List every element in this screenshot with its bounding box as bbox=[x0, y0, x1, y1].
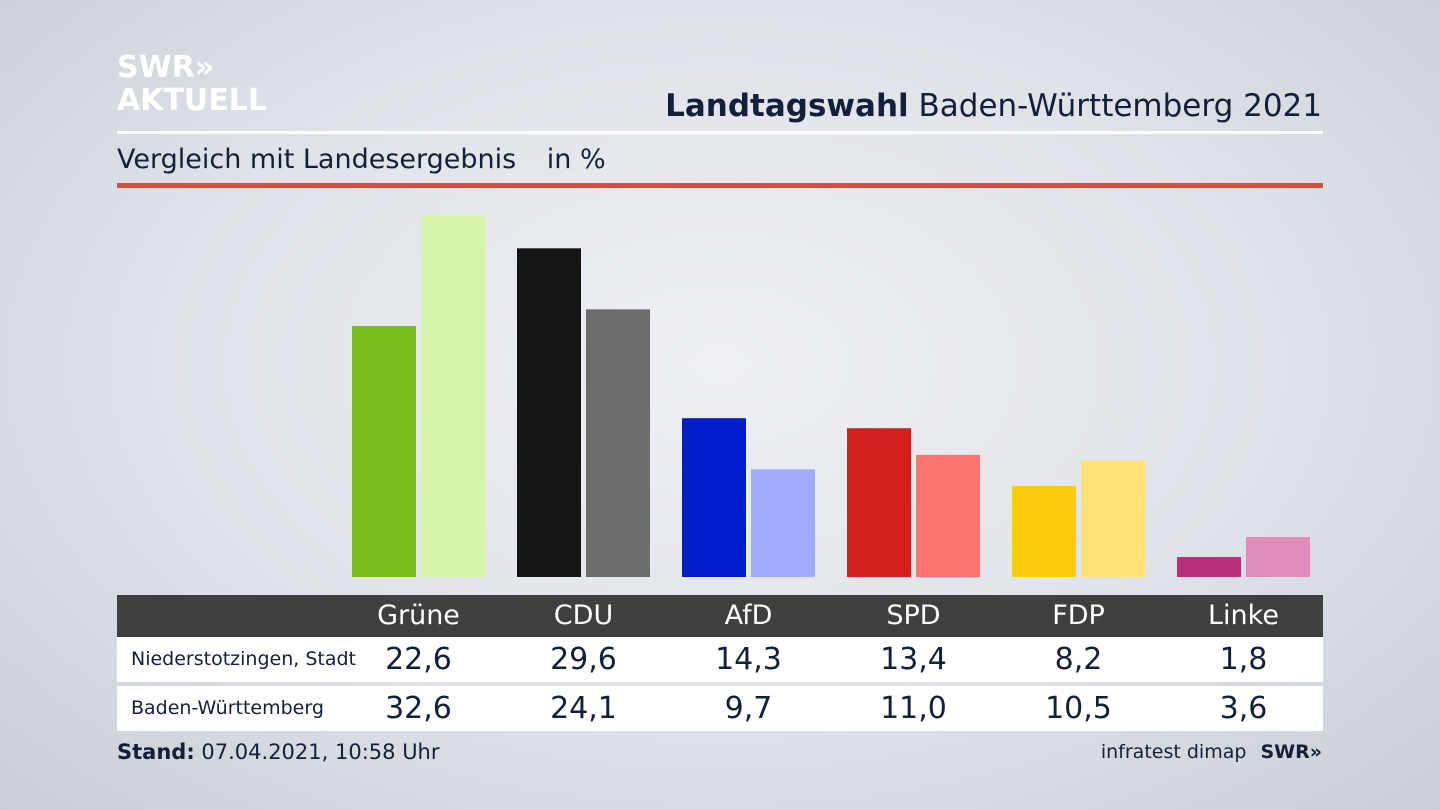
bar-afd-series2 bbox=[751, 469, 815, 577]
value-cell-spd: 13,4 bbox=[880, 642, 947, 677]
value-cell-afd: 14,3 bbox=[715, 642, 782, 677]
stand-value: 07.04.2021, 10:58 Uhr bbox=[201, 740, 440, 764]
bar-cdu-series1 bbox=[517, 248, 581, 578]
bar-linke-series1 bbox=[1177, 557, 1241, 577]
value-cell-linke: 1,8 bbox=[1219, 642, 1268, 677]
source-swr-logo: SWR» bbox=[1260, 741, 1322, 763]
column-header-cdu: CDU bbox=[553, 600, 614, 631]
title-bold: Landtagswahl bbox=[665, 88, 909, 124]
value-cell-linke: 3,6 bbox=[1219, 691, 1268, 726]
column-header-afd: AfD bbox=[724, 600, 773, 631]
swr-aktuell-logo: SWR» AKTUELL bbox=[117, 53, 267, 116]
column-header-grne: Grüne bbox=[377, 600, 460, 631]
chart-title: Landtagswahl Baden-Württemberg 2021 bbox=[665, 88, 1322, 124]
value-cell-afd: 9,7 bbox=[724, 691, 773, 726]
bar-grne-series1 bbox=[352, 326, 416, 577]
subtitle-divider bbox=[117, 183, 1323, 188]
row-label: Niederstotzingen, Stadt bbox=[131, 648, 356, 670]
logo-line1: SWR» bbox=[117, 50, 215, 85]
value-cell-fdp: 8,2 bbox=[1054, 642, 1103, 677]
value-cell-cdu: 24,1 bbox=[550, 691, 617, 726]
value-cell-grne: 22,6 bbox=[385, 642, 452, 677]
bar-spd-series2 bbox=[916, 454, 980, 577]
bar-cdu-series2 bbox=[586, 309, 650, 577]
bar-fdp-series1 bbox=[1012, 485, 1076, 577]
bar-afd-series1 bbox=[682, 418, 746, 577]
bar-fdp-series2 bbox=[1081, 460, 1145, 577]
bar-spd-series1 bbox=[847, 428, 911, 577]
logo-line2: AKTUELL bbox=[117, 83, 268, 118]
source-credit: infratest dimap SWR» bbox=[1101, 741, 1322, 763]
table-row-baden-wuerttemberg: Baden-Württemberg 32,6 24,1 9,7 11,0 10,5 3,6 bbox=[117, 686, 1323, 731]
subtitle-text: Vergleich mit Landesergebnis bbox=[117, 144, 517, 175]
column-header-linke: Linke bbox=[1208, 600, 1279, 631]
column-header-fdp: FDP bbox=[1052, 600, 1105, 631]
value-cell-fdp: 10,5 bbox=[1045, 691, 1112, 726]
results-table: Grüne CDU AfD SPD FDP Linke Niederstotzingen,… bbox=[117, 595, 1323, 731]
row-label: Baden-Württemberg bbox=[131, 697, 324, 719]
title-divider bbox=[117, 131, 1323, 134]
chart-subtitle: Vergleich mit Landesergebnis in % bbox=[117, 144, 606, 175]
bar-linke-series2 bbox=[1246, 537, 1310, 577]
column-header-spd: SPD bbox=[886, 600, 941, 631]
title-rest: Baden-Württemberg 2021 bbox=[918, 88, 1322, 124]
stand-label: Stand: bbox=[117, 740, 195, 764]
value-cell-cdu: 29,6 bbox=[550, 642, 617, 677]
bar-grne-series2 bbox=[421, 215, 485, 577]
table-header-row: Grüne CDU AfD SPD FDP Linke bbox=[117, 595, 1323, 637]
value-cell-grne: 32,6 bbox=[385, 691, 452, 726]
subtitle-unit: in % bbox=[546, 144, 606, 175]
value-cell-spd: 11,0 bbox=[880, 691, 947, 726]
timestamp: Stand: 07.04.2021, 10:58 Uhr bbox=[117, 740, 440, 764]
table-row-niederstotzingen: Niederstotzingen, Stadt 22,6 29,6 14,3 13,4… bbox=[117, 637, 1323, 682]
source-text: infratest dimap bbox=[1100, 741, 1247, 763]
